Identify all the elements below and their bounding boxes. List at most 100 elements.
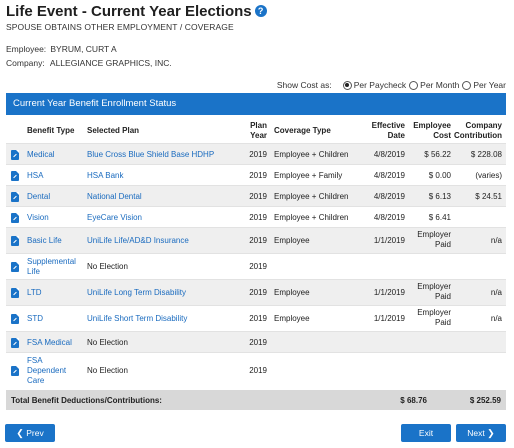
table-row: HSA HSA Bank 2019 Employee + Family 4/8/… xyxy=(6,164,506,185)
employee-cost: $ 6.41 xyxy=(428,213,451,222)
selected-plan-link[interactable]: Blue Cross Blue Shield Base HDHP xyxy=(87,150,215,159)
effective-date: 4/8/2019 xyxy=(373,171,405,180)
radio-per-year[interactable]: Per Year xyxy=(462,80,506,90)
header-plan-year: Plan Year xyxy=(247,121,267,140)
prev-button[interactable]: ❮ Prev xyxy=(5,424,55,442)
document-icon[interactable] xyxy=(11,288,19,298)
employee-cost-line2: Paid xyxy=(434,318,451,327)
effective-date: 4/8/2019 xyxy=(373,192,405,201)
company-contribution: n/a xyxy=(490,236,502,245)
effective-date: 4/8/2019 xyxy=(373,213,405,222)
benefit-type-line2: Life xyxy=(27,267,40,276)
table-row: Dental National Dental 2019 Employee + C… xyxy=(6,185,506,206)
radio-button[interactable] xyxy=(462,80,472,90)
benefit-table: Medical Blue Cross Blue Shield Base HDHP… xyxy=(6,143,506,388)
plan-year: 2019 xyxy=(249,288,267,297)
header-coverage-type: Coverage Type xyxy=(274,126,331,135)
plan-year: 2019 xyxy=(249,150,267,159)
table-row: Supplemental Life No Election 2019 xyxy=(6,253,506,279)
selected-plan: No Election xyxy=(87,262,128,271)
benefit-type-link[interactable]: Vision xyxy=(27,213,49,222)
radio-label: Per Year xyxy=(473,80,506,90)
company-contribution: (varies) xyxy=(475,171,502,180)
employee-cost: Employer Paid xyxy=(406,230,451,250)
document-icon[interactable] xyxy=(11,338,19,348)
radio-button-selected[interactable] xyxy=(342,80,352,90)
plan-year: 2019 xyxy=(249,192,267,201)
next-button[interactable]: Next ❯ xyxy=(456,424,506,442)
header-company-line1: Company xyxy=(465,121,502,130)
benefit-type-line3: Care xyxy=(27,376,45,385)
header-plan-year-line1: Plan xyxy=(250,121,267,130)
selected-plan-link[interactable]: UniLife Life/AD&D Insurance xyxy=(87,236,189,245)
header-employee-cost: Employee Cost xyxy=(406,121,451,140)
employee-cost: $ 56.22 xyxy=(424,150,451,159)
coverage-type: Employee + Family xyxy=(274,171,343,180)
employee-cost-line2: Paid xyxy=(434,240,451,249)
header-company-line2: Contribution xyxy=(454,130,502,140)
header-plan-year-line2: Year xyxy=(250,130,267,140)
employee-value: BYRUM, CURT A xyxy=(50,44,117,54)
plan-year: 2019 xyxy=(249,366,267,375)
document-icon[interactable] xyxy=(11,213,19,223)
chevron-right-icon: ❯ xyxy=(487,427,495,438)
chevron-left-icon: ❮ xyxy=(16,427,24,438)
company-info: Company: ALLEGIANCE GRAPHICS, INC. xyxy=(6,58,172,68)
plan-year: 2019 xyxy=(249,262,267,271)
document-icon[interactable] xyxy=(11,366,19,376)
selected-plan-link[interactable]: EyeCare Vision xyxy=(87,213,142,222)
benefit-type-link[interactable]: Supplemental Life xyxy=(27,257,76,277)
company-contribution: n/a xyxy=(490,288,502,297)
company-label: Company: xyxy=(6,58,45,68)
selected-plan-link[interactable]: UniLife Long Term Disability xyxy=(87,288,187,297)
company-value: ALLEGIANCE GRAPHICS, INC. xyxy=(49,58,172,68)
table-row: FSA Dependent Care No Election 2019 xyxy=(6,352,506,388)
panel-header: Current Year Benefit Enrollment Status xyxy=(6,93,506,115)
benefit-type-link[interactable]: Basic Life xyxy=(27,236,62,245)
document-icon[interactable] xyxy=(11,150,19,160)
document-icon[interactable] xyxy=(11,192,19,202)
document-icon[interactable] xyxy=(11,171,19,181)
radio-per-month[interactable]: Per Month xyxy=(409,80,459,90)
header-employee-line1: Employee xyxy=(413,121,451,130)
selected-plan-link[interactable]: UniLife Short Term Disability xyxy=(87,314,188,323)
page-subtitle: SPOUSE OBTAINS OTHER EMPLOYMENT / COVERA… xyxy=(6,22,234,32)
radio-button[interactable] xyxy=(409,80,419,90)
radio-label: Per Month xyxy=(420,80,460,90)
benefit-type-link[interactable]: Medical xyxy=(27,150,55,159)
coverage-type: Employee + Children xyxy=(274,192,349,201)
total-employee-cost: $ 68.76 xyxy=(400,396,427,405)
benefit-type-link[interactable]: FSA Medical xyxy=(27,338,72,347)
table-header: Benefit Type Selected Plan Plan Year Cov… xyxy=(6,117,506,143)
plan-year: 2019 xyxy=(249,171,267,180)
coverage-type: Employee xyxy=(274,236,310,245)
header-selected-plan: Selected Plan xyxy=(87,126,140,135)
benefit-type-link[interactable]: HSA xyxy=(27,171,44,180)
plan-year: 2019 xyxy=(249,314,267,323)
benefit-type-link[interactable]: FSA Dependent Care xyxy=(27,356,66,386)
cost-as-label: Show Cost as: xyxy=(276,80,332,90)
exit-button[interactable]: Exit xyxy=(401,424,451,442)
table-row: Medical Blue Cross Blue Shield Base HDHP… xyxy=(6,143,506,164)
coverage-type: Employee xyxy=(274,314,310,323)
prev-button-label: Prev xyxy=(26,428,44,438)
benefit-type-link[interactable]: STD xyxy=(27,314,43,323)
header-effective-line1: Effective xyxy=(371,121,405,130)
document-icon[interactable] xyxy=(11,314,19,324)
selected-plan-link[interactable]: National Dental xyxy=(87,192,142,201)
document-icon[interactable] xyxy=(11,236,19,246)
table-row: Vision EyeCare Vision 2019 Employee + Ch… xyxy=(6,206,506,227)
effective-date: 1/1/2019 xyxy=(373,288,405,297)
plan-year: 2019 xyxy=(249,338,267,347)
question-circle-icon[interactable]: ? xyxy=(254,5,267,17)
employee-cost: $ 0.00 xyxy=(428,171,451,180)
selected-plan-link[interactable]: HSA Bank xyxy=(87,171,124,180)
employee-cost-line1: Employer xyxy=(417,230,451,239)
header-benefit-type: Benefit Type xyxy=(27,126,75,135)
company-contribution: n/a xyxy=(490,314,502,323)
radio-label: Per Paycheck xyxy=(353,80,407,90)
radio-per-paycheck[interactable]: Per Paycheck xyxy=(342,80,407,90)
document-icon[interactable] xyxy=(11,262,19,272)
benefit-type-link[interactable]: Dental xyxy=(27,192,51,201)
benefit-type-link[interactable]: LTD xyxy=(27,288,42,297)
